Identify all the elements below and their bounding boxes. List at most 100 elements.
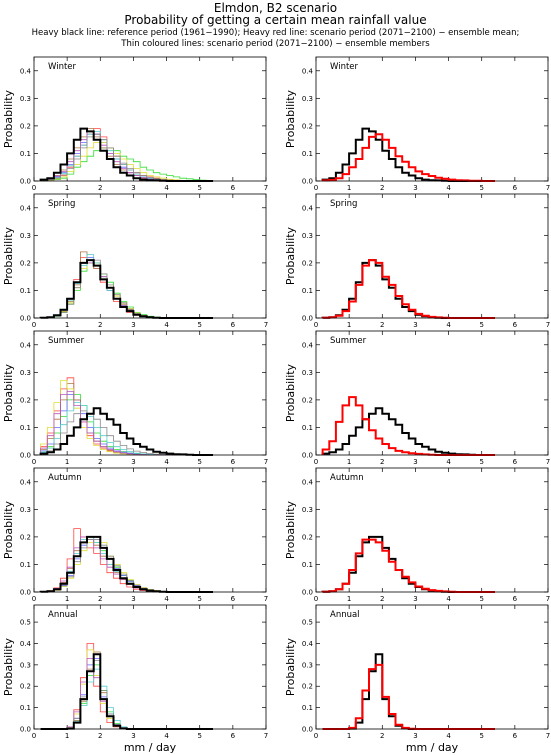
season-label: Annual	[48, 610, 78, 620]
x-tick-label: 3	[413, 595, 417, 603]
x-tick-label: 4	[164, 458, 169, 466]
y-axis-label: Probability	[284, 89, 297, 148]
y-tick-label: 0.2	[302, 259, 313, 267]
y-tick-label: 0.4	[302, 67, 314, 75]
y-tick-label: 0.2	[20, 683, 31, 691]
ensemble-mean-series-line	[321, 259, 495, 319]
x-tick-label: 7	[264, 184, 268, 192]
y-tick-label: 0.4	[20, 640, 32, 648]
x-tick-label: 5	[479, 732, 483, 740]
member-series-line	[40, 658, 213, 730]
x-tick-label: 3	[413, 458, 417, 466]
y-tick-label: 0.3	[302, 95, 313, 103]
panel-winter-mean: 0.0 0.1 0.2 0.3 0.4 0 1 2 3 4 5 6 7 Winter Probability	[284, 56, 550, 192]
y-tick-label: 0.0	[20, 315, 31, 323]
y-tick-label: 0.0	[302, 315, 313, 323]
x-tick-label: 2	[380, 458, 384, 466]
y-tick-label: 0.1	[302, 561, 313, 569]
y-tick-label: 0.1	[20, 424, 31, 432]
member-series-line	[40, 668, 213, 730]
member-series-line	[40, 658, 213, 730]
season-label: Winter	[330, 62, 359, 72]
x-axis-label: mm / day	[406, 741, 459, 754]
reference-series-line	[322, 653, 495, 730]
x-tick-label: 5	[197, 458, 201, 466]
y-tick-label: 0.1	[20, 561, 31, 569]
panel-spring-members: 0.0 0.1 0.2 0.3 0.4 0 1 2 3 4 5 6 7 Spring Probability	[2, 193, 268, 329]
y-tick-label: 0.3	[20, 661, 31, 669]
y-tick-label: 0.4	[302, 640, 314, 648]
x-tick-label: 3	[413, 321, 417, 329]
y-tick-label: 0.0	[20, 726, 31, 734]
x-tick-label: 0	[32, 595, 36, 603]
x-tick-label: 3	[413, 184, 417, 192]
y-tick-label: 0.3	[302, 661, 313, 669]
y-tick-label: 0.0	[20, 178, 31, 186]
reference-series-line	[39, 535, 213, 593]
y-tick-label: 0.1	[302, 704, 313, 712]
y-tick-label: 0.2	[302, 396, 313, 404]
x-tick-label: 4	[164, 184, 169, 192]
x-tick-label: 4	[446, 595, 451, 603]
panel-autumn-members: 0.0 0.1 0.2 0.3 0.4 0 1 2 3 4 5 6 7 Autumn Probability	[2, 467, 268, 603]
x-tick-label: 5	[479, 458, 483, 466]
y-tick-label: 0.3	[20, 95, 31, 103]
season-label: Spring	[48, 199, 75, 209]
y-tick-label: 0.2	[302, 683, 313, 691]
season-label: Autumn	[330, 473, 364, 483]
x-tick-label: 0	[314, 595, 318, 603]
x-tick-label: 1	[347, 732, 351, 740]
x-tick-label: 1	[65, 595, 69, 603]
x-tick-label: 7	[264, 321, 268, 329]
x-tick-label: 1	[347, 458, 351, 466]
reference-series-line	[39, 259, 213, 319]
x-tick-label: 2	[98, 321, 102, 329]
panel-summer-members: 0.0 0.1 0.2 0.3 0.4 0 1 2 3 4 5 6 7 Summer Probability	[2, 330, 268, 466]
x-tick-label: 1	[65, 321, 69, 329]
plot-frame	[33, 330, 267, 456]
season-label: Annual	[330, 610, 360, 620]
x-tick-label: 0	[314, 732, 318, 740]
chart-subtitle: Probability of getting a certain mean ra…	[124, 13, 427, 27]
x-tick-label: 7	[264, 732, 268, 740]
x-tick-label: 6	[231, 184, 236, 192]
y-tick-label: 0.1	[302, 424, 313, 432]
x-tick-label: 2	[380, 732, 384, 740]
y-tick-label: 0.1	[20, 287, 31, 295]
x-tick-label: 3	[131, 321, 135, 329]
y-axis-label: Probability	[2, 89, 15, 148]
y-axis-label: Probability	[284, 500, 297, 559]
x-tick-label: 6	[231, 321, 236, 329]
y-tick-label: 0.3	[302, 232, 313, 240]
x-tick-label: 2	[380, 321, 384, 329]
y-axis-label: Probability	[284, 226, 297, 285]
y-axis-label: Probability	[284, 363, 297, 422]
y-tick-label: 0.0	[302, 726, 313, 734]
season-label: Winter	[48, 62, 77, 72]
x-tick-label: 0	[32, 458, 36, 466]
x-tick-label: 5	[197, 184, 201, 192]
y-tick-label: 0.0	[302, 589, 313, 597]
y-tick-label: 0.3	[302, 369, 313, 377]
y-axis-label: Probability	[284, 637, 297, 696]
y-tick-label: 0.2	[20, 122, 31, 130]
x-tick-label: 5	[197, 595, 201, 603]
y-tick-label: 0.2	[302, 533, 313, 541]
x-tick-label: 0	[314, 321, 318, 329]
y-axis-label: Probability	[2, 363, 15, 422]
panel-annual-members: 0.0 0.1 0.2 0.3 0.4 0.5 0 1 2 3 4 5 6 7 Annual Probabil…	[2, 604, 268, 740]
x-tick-label: 5	[479, 321, 483, 329]
member-series-line	[40, 643, 213, 730]
x-tick-label: 4	[446, 732, 451, 740]
x-tick-label: 6	[231, 458, 236, 466]
y-tick-label: 0.2	[302, 122, 313, 130]
x-tick-label: 2	[98, 184, 102, 192]
season-label: Spring	[330, 199, 357, 209]
x-tick-label: 1	[65, 184, 69, 192]
y-tick-label: 0.0	[20, 589, 31, 597]
x-tick-label: 7	[546, 458, 550, 466]
plot-frame	[33, 467, 267, 593]
x-tick-label: 6	[513, 595, 518, 603]
y-tick-label: 0.5	[20, 619, 31, 627]
y-tick-label: 0.4	[20, 341, 32, 349]
